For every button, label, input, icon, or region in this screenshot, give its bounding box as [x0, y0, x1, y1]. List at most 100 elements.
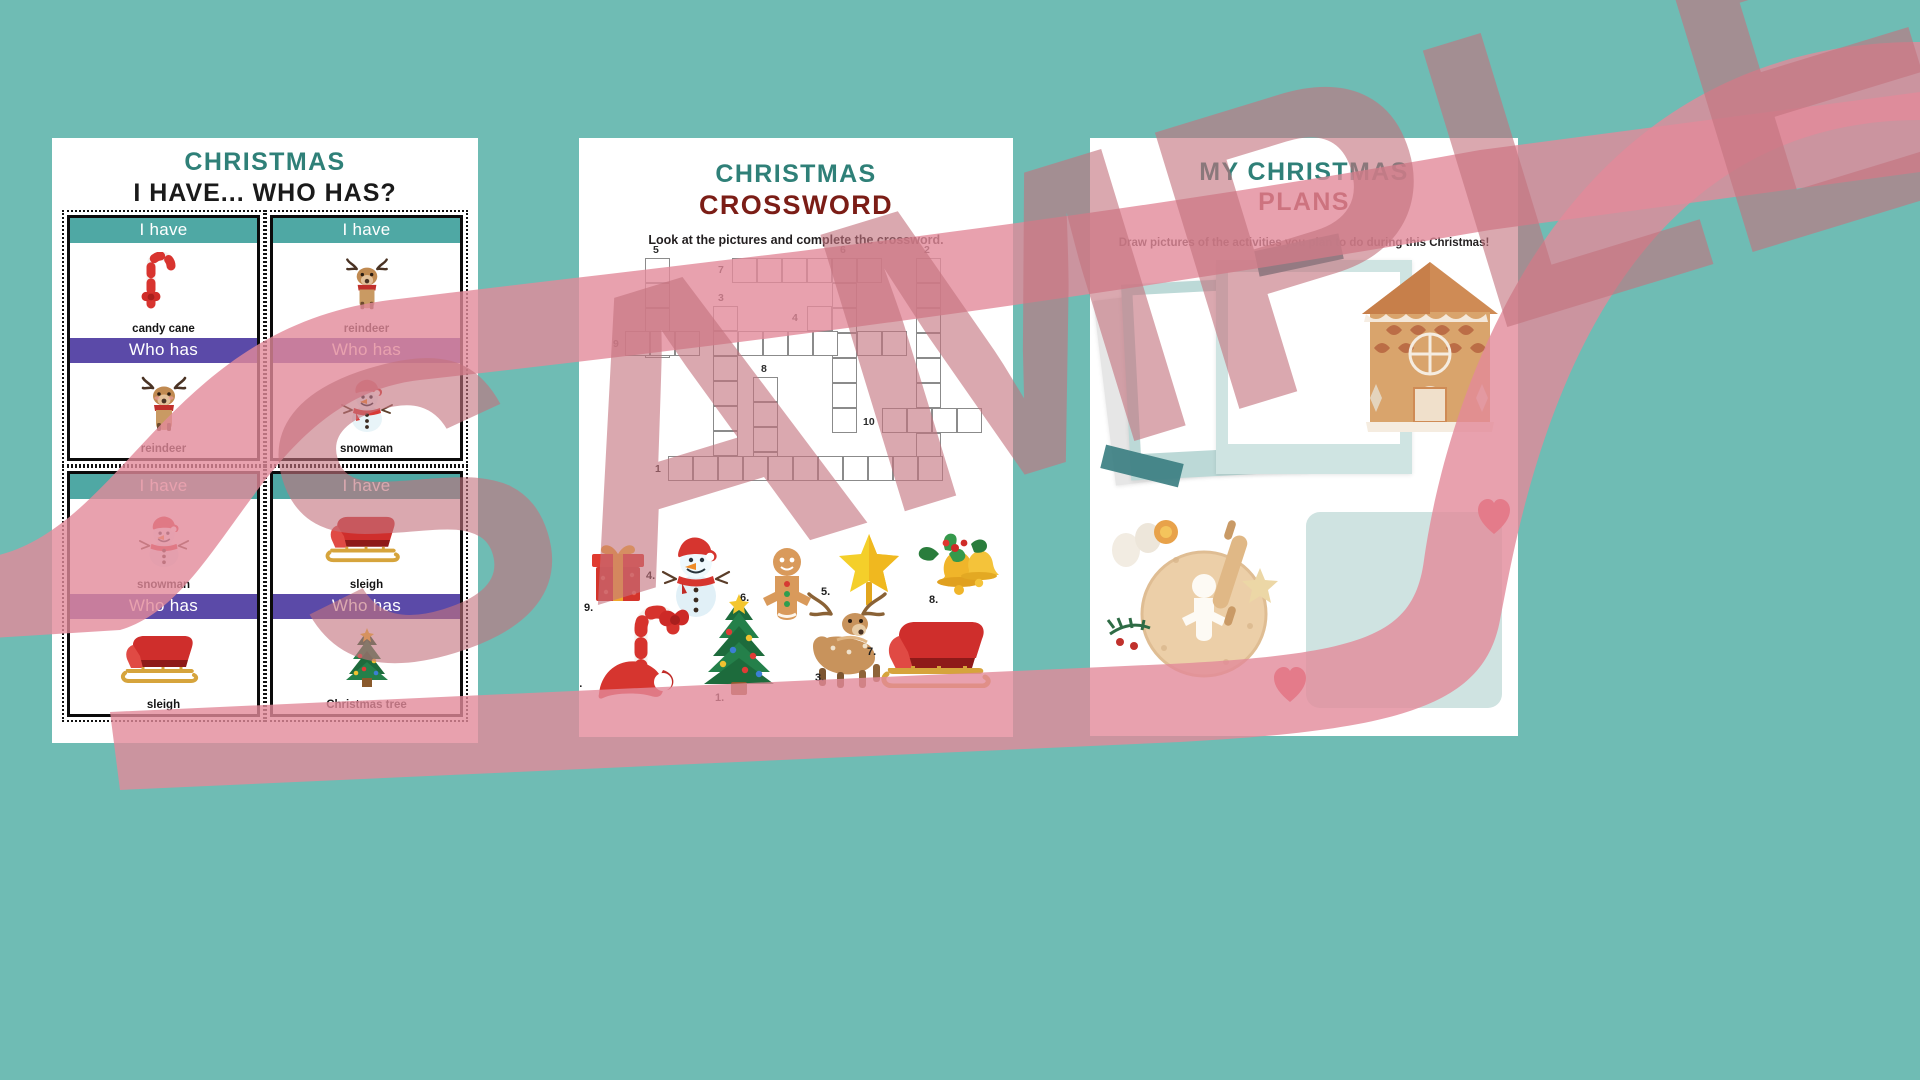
card-have-pane: candy cane [70, 243, 257, 338]
crossword-grid[interactable]: 5 7 6 2 [579, 244, 1013, 508]
card-who-pane: Christmas tree [273, 619, 460, 714]
crossword-cell[interactable] [763, 331, 788, 356]
crossword-cell[interactable] [757, 258, 782, 283]
card-grid: I have candy cane Who has [62, 210, 468, 722]
crossword-picture-clues: 9. 4. [579, 506, 1013, 737]
crossword-cell[interactable] [882, 408, 907, 433]
crossword-cell[interactable] [843, 456, 868, 481]
crossword-cell[interactable] [893, 456, 918, 481]
crossword-cell[interactable] [807, 306, 832, 331]
crossword-cell[interactable] [645, 308, 670, 333]
crossword-cell[interactable] [675, 331, 700, 356]
card-band-i-have: I have [70, 474, 257, 499]
crossword-cell[interactable] [782, 258, 807, 283]
worksheet-page-crossword[interactable]: CHRISTMAS CROSSWORD Look at the pictures… [579, 138, 1013, 737]
crossword-cell[interactable] [916, 258, 941, 283]
clue-number: 9. [584, 602, 594, 614]
worksheet-page-my-christmas-plans[interactable]: MY CHRISTMAS PLANS Draw pictures of the … [1090, 138, 1518, 736]
card-cell[interactable]: I have [265, 210, 468, 466]
crossword-cell[interactable] [738, 331, 763, 356]
clue-number: 8. [929, 594, 939, 606]
crossword-cell[interactable] [932, 408, 957, 433]
crossword-cell[interactable] [813, 331, 838, 356]
crossword-number: 4 [792, 312, 798, 324]
card-cell[interactable]: I have candy cane Who has [62, 210, 265, 466]
crossword-cell[interactable] [832, 408, 857, 433]
clue-number: 3. [815, 672, 825, 684]
crossword-cell[interactable] [645, 258, 670, 283]
crossword-cell[interactable] [832, 258, 857, 283]
crossword-cell[interactable] [650, 331, 675, 356]
reindeer-icon [136, 363, 192, 442]
crossword-cell[interactable] [753, 402, 778, 427]
clue-christmas-tree: 1. [697, 594, 781, 704]
card-have-label: snowman [136, 579, 191, 591]
crossword-cell[interactable] [832, 283, 857, 308]
crossword-cell[interactable] [857, 258, 882, 283]
crossword-cell[interactable] [916, 358, 941, 383]
worksheet-page-i-have-who-has[interactable]: CHRISTMAS I HAVE... WHO HAS? I have [52, 138, 478, 743]
page2-title-line1: CHRISTMAS [715, 160, 877, 188]
i-have-who-has-card[interactable]: I have sleigh [270, 471, 463, 717]
crossword-cell[interactable] [718, 456, 743, 481]
crossword-cell[interactable] [668, 456, 693, 481]
crossword-number: 8 [761, 363, 767, 375]
reindeer-icon [339, 243, 395, 322]
crossword-cell[interactable] [713, 431, 738, 456]
i-have-who-has-card[interactable]: I have candy cane Who has [67, 215, 260, 461]
crossword-cell[interactable] [732, 258, 757, 283]
crossword-cell[interactable] [625, 331, 650, 356]
crossword-cell[interactable] [788, 331, 813, 356]
crossword-cell[interactable] [832, 358, 857, 383]
heart-icon [1476, 498, 1512, 541]
crossword-cell[interactable] [857, 331, 882, 356]
sleigh-icon [119, 619, 209, 698]
crossword-cell[interactable] [693, 456, 718, 481]
crossword-cell[interactable] [832, 383, 857, 408]
card-band-i-have: I have [273, 474, 460, 499]
i-have-who-has-card[interactable]: I have [67, 471, 260, 717]
crossword-cell[interactable] [918, 456, 943, 481]
crossword-number: 7 [718, 264, 724, 276]
clue-bells: 8. [915, 532, 1007, 613]
crossword-cell[interactable] [713, 331, 738, 356]
crossword-cell[interactable] [743, 456, 768, 481]
card-cell[interactable]: I have sleigh [265, 466, 468, 722]
card-have-pane: reindeer [273, 243, 460, 338]
crossword-cell[interactable] [916, 308, 941, 333]
crossword-cell[interactable] [753, 427, 778, 452]
card-have-pane: snowman [70, 499, 257, 594]
christmas-tree-icon [338, 619, 396, 698]
crossword-cell[interactable] [957, 408, 982, 433]
crossword-number: 2 [924, 244, 930, 256]
clue-number: 1. [715, 692, 725, 704]
crossword-cell[interactable] [753, 377, 778, 402]
blank-note-card-icon[interactable] [1306, 512, 1502, 708]
card-band-who-has: Who has [273, 594, 460, 619]
crossword-cell[interactable] [916, 283, 941, 308]
crossword-cell[interactable] [916, 333, 941, 358]
crossword-cell[interactable] [818, 456, 843, 481]
card-who-pane: snowman [273, 363, 460, 458]
card-have-pane: sleigh [273, 499, 460, 594]
crossword-cell[interactable] [868, 456, 893, 481]
card-cell[interactable]: I have [62, 466, 265, 722]
crossword-cell[interactable] [793, 456, 818, 481]
crossword-cell[interactable] [768, 456, 793, 481]
crossword-number: 10 [863, 416, 875, 428]
crossword-cell[interactable] [645, 283, 670, 308]
crossword-cell[interactable] [832, 308, 857, 333]
crossword-cell[interactable] [713, 381, 738, 406]
crossword-cell[interactable] [907, 408, 932, 433]
crossword-cell[interactable] [807, 258, 832, 283]
crossword-cell[interactable] [713, 406, 738, 431]
crossword-cell[interactable] [713, 306, 738, 331]
i-have-who-has-card[interactable]: I have [270, 215, 463, 461]
crossword-cell[interactable] [882, 331, 907, 356]
page2-instruction: Look at the pictures and complete the cr… [648, 233, 944, 247]
crossword-cell[interactable] [713, 356, 738, 381]
crossword-cell[interactable] [916, 433, 941, 458]
crossword-cell[interactable] [916, 383, 941, 408]
crossword-number: 9 [613, 338, 619, 350]
page1-title-line1: CHRISTMAS [184, 148, 346, 176]
